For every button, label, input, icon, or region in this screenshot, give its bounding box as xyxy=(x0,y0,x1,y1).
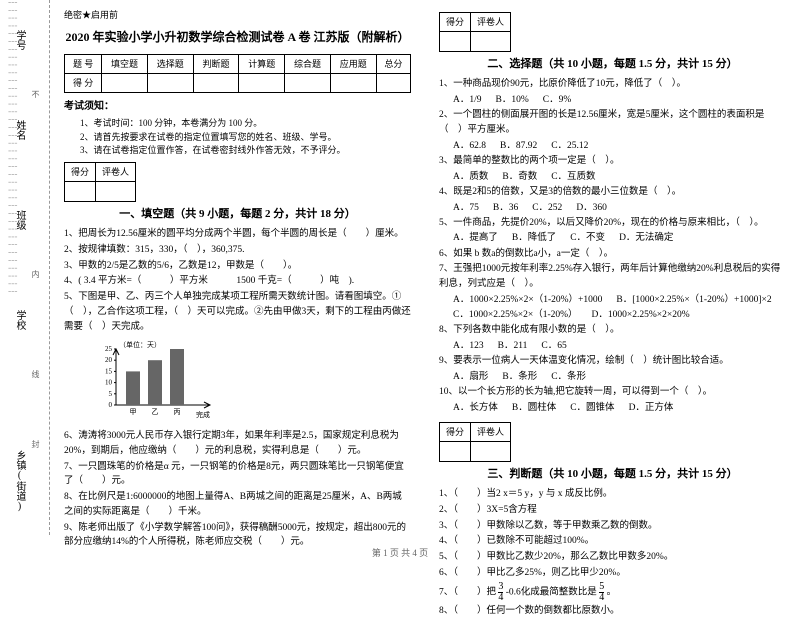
th: 综合题 xyxy=(285,54,331,73)
grader-label: 评卷人 xyxy=(471,422,511,441)
q: 7、一只圆珠笔的价格是α 元，一只钢笔的价格是8元，两只圆珠笔比一只钢笔便宜了（… xyxy=(64,460,411,489)
svg-text:丙: 丙 xyxy=(174,408,181,416)
secret-mark: 绝密★启用前 xyxy=(64,8,411,22)
q-with-frac: 7、（ ）把 34 -0.6化成最简整数比是 54 。 xyxy=(439,582,786,603)
q: 10、以一个长方形的长为轴,把它旋转一周，可以得到一个（ ）。 xyxy=(439,385,786,400)
margin-hint: 线 xyxy=(30,370,41,378)
margin-hint: 内 xyxy=(30,270,41,278)
q: 9、要表示一位病人一天体温变化情况，绘制（ ）统计图比较合适。 xyxy=(439,354,786,369)
score-label: 得分 xyxy=(440,13,471,32)
bar-chart: 0 5 10 15 20 25 （单位：天） 甲 乙 丙 完成 xyxy=(94,339,214,419)
margin-label-town: 乡镇(街道) xyxy=(12,450,27,512)
grader-label: 评卷人 xyxy=(471,13,511,32)
svg-text:20: 20 xyxy=(105,356,113,364)
q: 8、下列各数中能化成有限小数的是（ ）。 xyxy=(439,323,786,338)
score-label: 得分 xyxy=(440,422,471,441)
q: 4、既是2和5的倍数，又是3的倍数的最小三位数是（ ）。 xyxy=(439,185,786,200)
q: 4、( 3.4 平方米=（ ）平方米 1500 千克=（ ）吨 ). xyxy=(64,274,411,289)
margin-label-name: 姓名 xyxy=(12,120,27,140)
right-column: 得分 评卷人 二、选择题（共 10 小题，每题 1.5 分，共计 15 分） 1… xyxy=(425,0,800,535)
exam-title: 2020 年实验小学小升初数学综合检测试卷 A 卷 江苏版（附解析） xyxy=(64,28,411,47)
notice-item: 3、请在试卷指定位置作答，在试卷密封线外作答无效，不予评分。 xyxy=(80,144,411,158)
section1-title: 一、填空题（共 9 小题，每题 2 分，共计 18 分） xyxy=(64,206,411,224)
q: 3、最简单的整数比的两个项一定是（ ）。 xyxy=(439,154,786,169)
binding-margin: ┆┆┆┆┆┆┆┆┆┆┆┆┆┆┆┆┆┆┆┆┆┆┆┆┆┆┆┆┆┆┆┆┆┆┆┆┆┆ 学… xyxy=(0,0,50,535)
row-label: 得 分 xyxy=(65,73,102,92)
q: 2、（ ）3X=5含方程 xyxy=(439,503,786,518)
section-score-box: 得分 评卷人 xyxy=(439,12,786,52)
opts: C．1000×2.25%×2×（1-20%）D．1000×2.25%×2×20% xyxy=(453,308,786,323)
opts: A．提高了B．降低了C．不变D．无法确定 xyxy=(453,231,786,246)
margin-label-class: 班级 xyxy=(12,210,27,230)
score-table: 题 号 填空题 选择题 判断题 计算题 综合题 应用题 总分 得 分 xyxy=(64,54,411,94)
opts: A．长方体B．圆柱体C．圆锥体D．正方体 xyxy=(453,401,786,416)
q: 1、一种商品现价90元，比原价降低了10元，降低了（ ）。 xyxy=(439,77,786,92)
q: 5、下图是甲、乙、丙三个人单独完成某项工程所需天数统计图。请看图填空。①（ ），… xyxy=(64,290,411,334)
page-footer: 第 1 页 共 4 页 xyxy=(0,546,800,559)
q: 8、（ ）任何一个数的倒数都比原数小。 xyxy=(439,604,786,618)
svg-text:完成: 完成 xyxy=(196,410,210,419)
q: 8、在比例尺是1:6000000的地图上量得A、B两城之间的距离是25厘米，A、… xyxy=(64,490,411,519)
grader-label: 评卷人 xyxy=(96,162,136,181)
margin-label-id: 学号 xyxy=(12,30,27,50)
notice-heading: 考试须知： xyxy=(64,99,411,115)
q: 5、一件商品，先提价20%，以后又降价20%，现在的价格与原来相比，（ ）。 xyxy=(439,216,786,231)
opts: A．质数B．奇数C．互质数 xyxy=(453,170,786,185)
svg-text:0: 0 xyxy=(109,401,113,409)
q: 1、把周长为12.56厘米的圆平均分成两个半圆，每个半圆的周长是（ ）厘米。 xyxy=(64,227,411,242)
th: 判断题 xyxy=(193,54,239,73)
opts: A．1/9B．10%C．9% xyxy=(453,93,786,108)
q: 6、涛涛将3000元人民币存入银行定期3年，如果年利率是2.5，国家规定利息税为… xyxy=(64,429,411,458)
section3-title: 三、判断题（共 10 小题，每题 1.5 分，共计 15 分） xyxy=(439,466,786,484)
q: 3、（ ）甲数除以乙数，等于甲数乘乙数的倒数。 xyxy=(439,519,786,534)
th: 总分 xyxy=(376,54,410,73)
q: 2、一个圆柱的侧面展开图的长是12.56厘米，宽是5厘米，这个圆柱的表面积是（ … xyxy=(439,108,786,137)
opts: A．75B．36C．252D．360 xyxy=(453,201,786,216)
svg-text:甲: 甲 xyxy=(130,408,137,416)
score-label: 得分 xyxy=(65,162,96,181)
q: 6、（ ）甲比乙多25%，则乙比甲少20%。 xyxy=(439,566,786,581)
section-score-box: 得分 评卷人 xyxy=(439,422,786,462)
opts: A．123B．211C．65 xyxy=(453,339,786,354)
opts: A．扇形B．条形C．条形 xyxy=(453,370,786,385)
svg-text:（单位：天）: （单位：天） xyxy=(119,340,161,349)
opts: A．1000×2.25%×2×（1-20%）+1000B．[1000×2.25%… xyxy=(453,293,786,308)
margin-hint: 封 xyxy=(30,440,41,448)
q: 1、（ ）当2 x＝5 y，y 与 x 成反比例。 xyxy=(439,487,786,502)
q: 6、如果 b 数a的倒数比a小，a一定（ ）。 xyxy=(439,247,786,262)
notice-item: 1、考试时间：100 分钟，本卷满分为 100 分。 xyxy=(80,117,411,131)
section2-title: 二、选择题（共 10 小题，每题 1.5 分，共计 15 分） xyxy=(439,56,786,74)
svg-text:15: 15 xyxy=(105,368,113,376)
margin-label-school: 学校 xyxy=(12,310,27,330)
notice-item: 2、请首先按要求在试卷的指定位置填写您的姓名、班级、学号。 xyxy=(80,131,411,145)
svg-text:乙: 乙 xyxy=(152,408,159,416)
q: 2、按规律填数：315，330，（ ），360,375. xyxy=(64,243,411,258)
fraction: 54 xyxy=(599,582,604,603)
q: 7、王强把1000元按年利率2.25%存入银行，两年后计算他缴纳20%利息税后的… xyxy=(439,262,786,291)
th: 应用题 xyxy=(330,54,376,73)
th: 题 号 xyxy=(65,54,102,73)
svg-text:10: 10 xyxy=(105,379,113,387)
left-column: 绝密★启用前 2020 年实验小学小升初数学综合检测试卷 A 卷 江苏版（附解析… xyxy=(50,0,425,535)
margin-hint: 不 xyxy=(30,90,41,98)
th: 选择题 xyxy=(147,54,193,73)
fraction: 34 xyxy=(498,582,503,603)
th: 填空题 xyxy=(102,54,148,73)
svg-text:5: 5 xyxy=(109,390,113,398)
section-score-box: 得分 评卷人 xyxy=(64,162,411,202)
notice-list: 1、考试时间：100 分钟，本卷满分为 100 分。 2、请首先按要求在试卷的指… xyxy=(64,117,411,158)
th: 计算题 xyxy=(239,54,285,73)
opts: A．62.8B．87.92C．25.12 xyxy=(453,139,786,154)
q: 3、甲数的2/5是乙数的5/6，乙数是12，甲数是（ ）。 xyxy=(64,259,411,274)
svg-text:25: 25 xyxy=(105,345,113,353)
